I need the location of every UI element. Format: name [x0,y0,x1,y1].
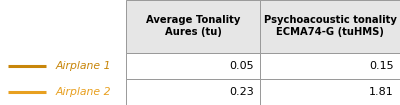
Text: 0.15: 0.15 [369,61,394,71]
Bar [260,0,400,52]
Bar [260,52,400,79]
Bar [126,0,260,52]
Text: 1.81: 1.81 [369,87,394,97]
Text: Airplane 2: Airplane 2 [56,87,112,97]
Bar [126,79,260,105]
Text: 0.05: 0.05 [229,61,254,71]
Text: Airplane 1: Airplane 1 [56,61,112,71]
Text: Psychoacoustic tonality
ECMA74-G (tuHMS): Psychoacoustic tonality ECMA74-G (tuHMS) [264,15,396,37]
Bar [126,52,260,79]
Text: Average Tonality
Aures (tu): Average Tonality Aures (tu) [146,15,240,37]
Bar [260,79,400,105]
Text: 0.23: 0.23 [229,87,254,97]
